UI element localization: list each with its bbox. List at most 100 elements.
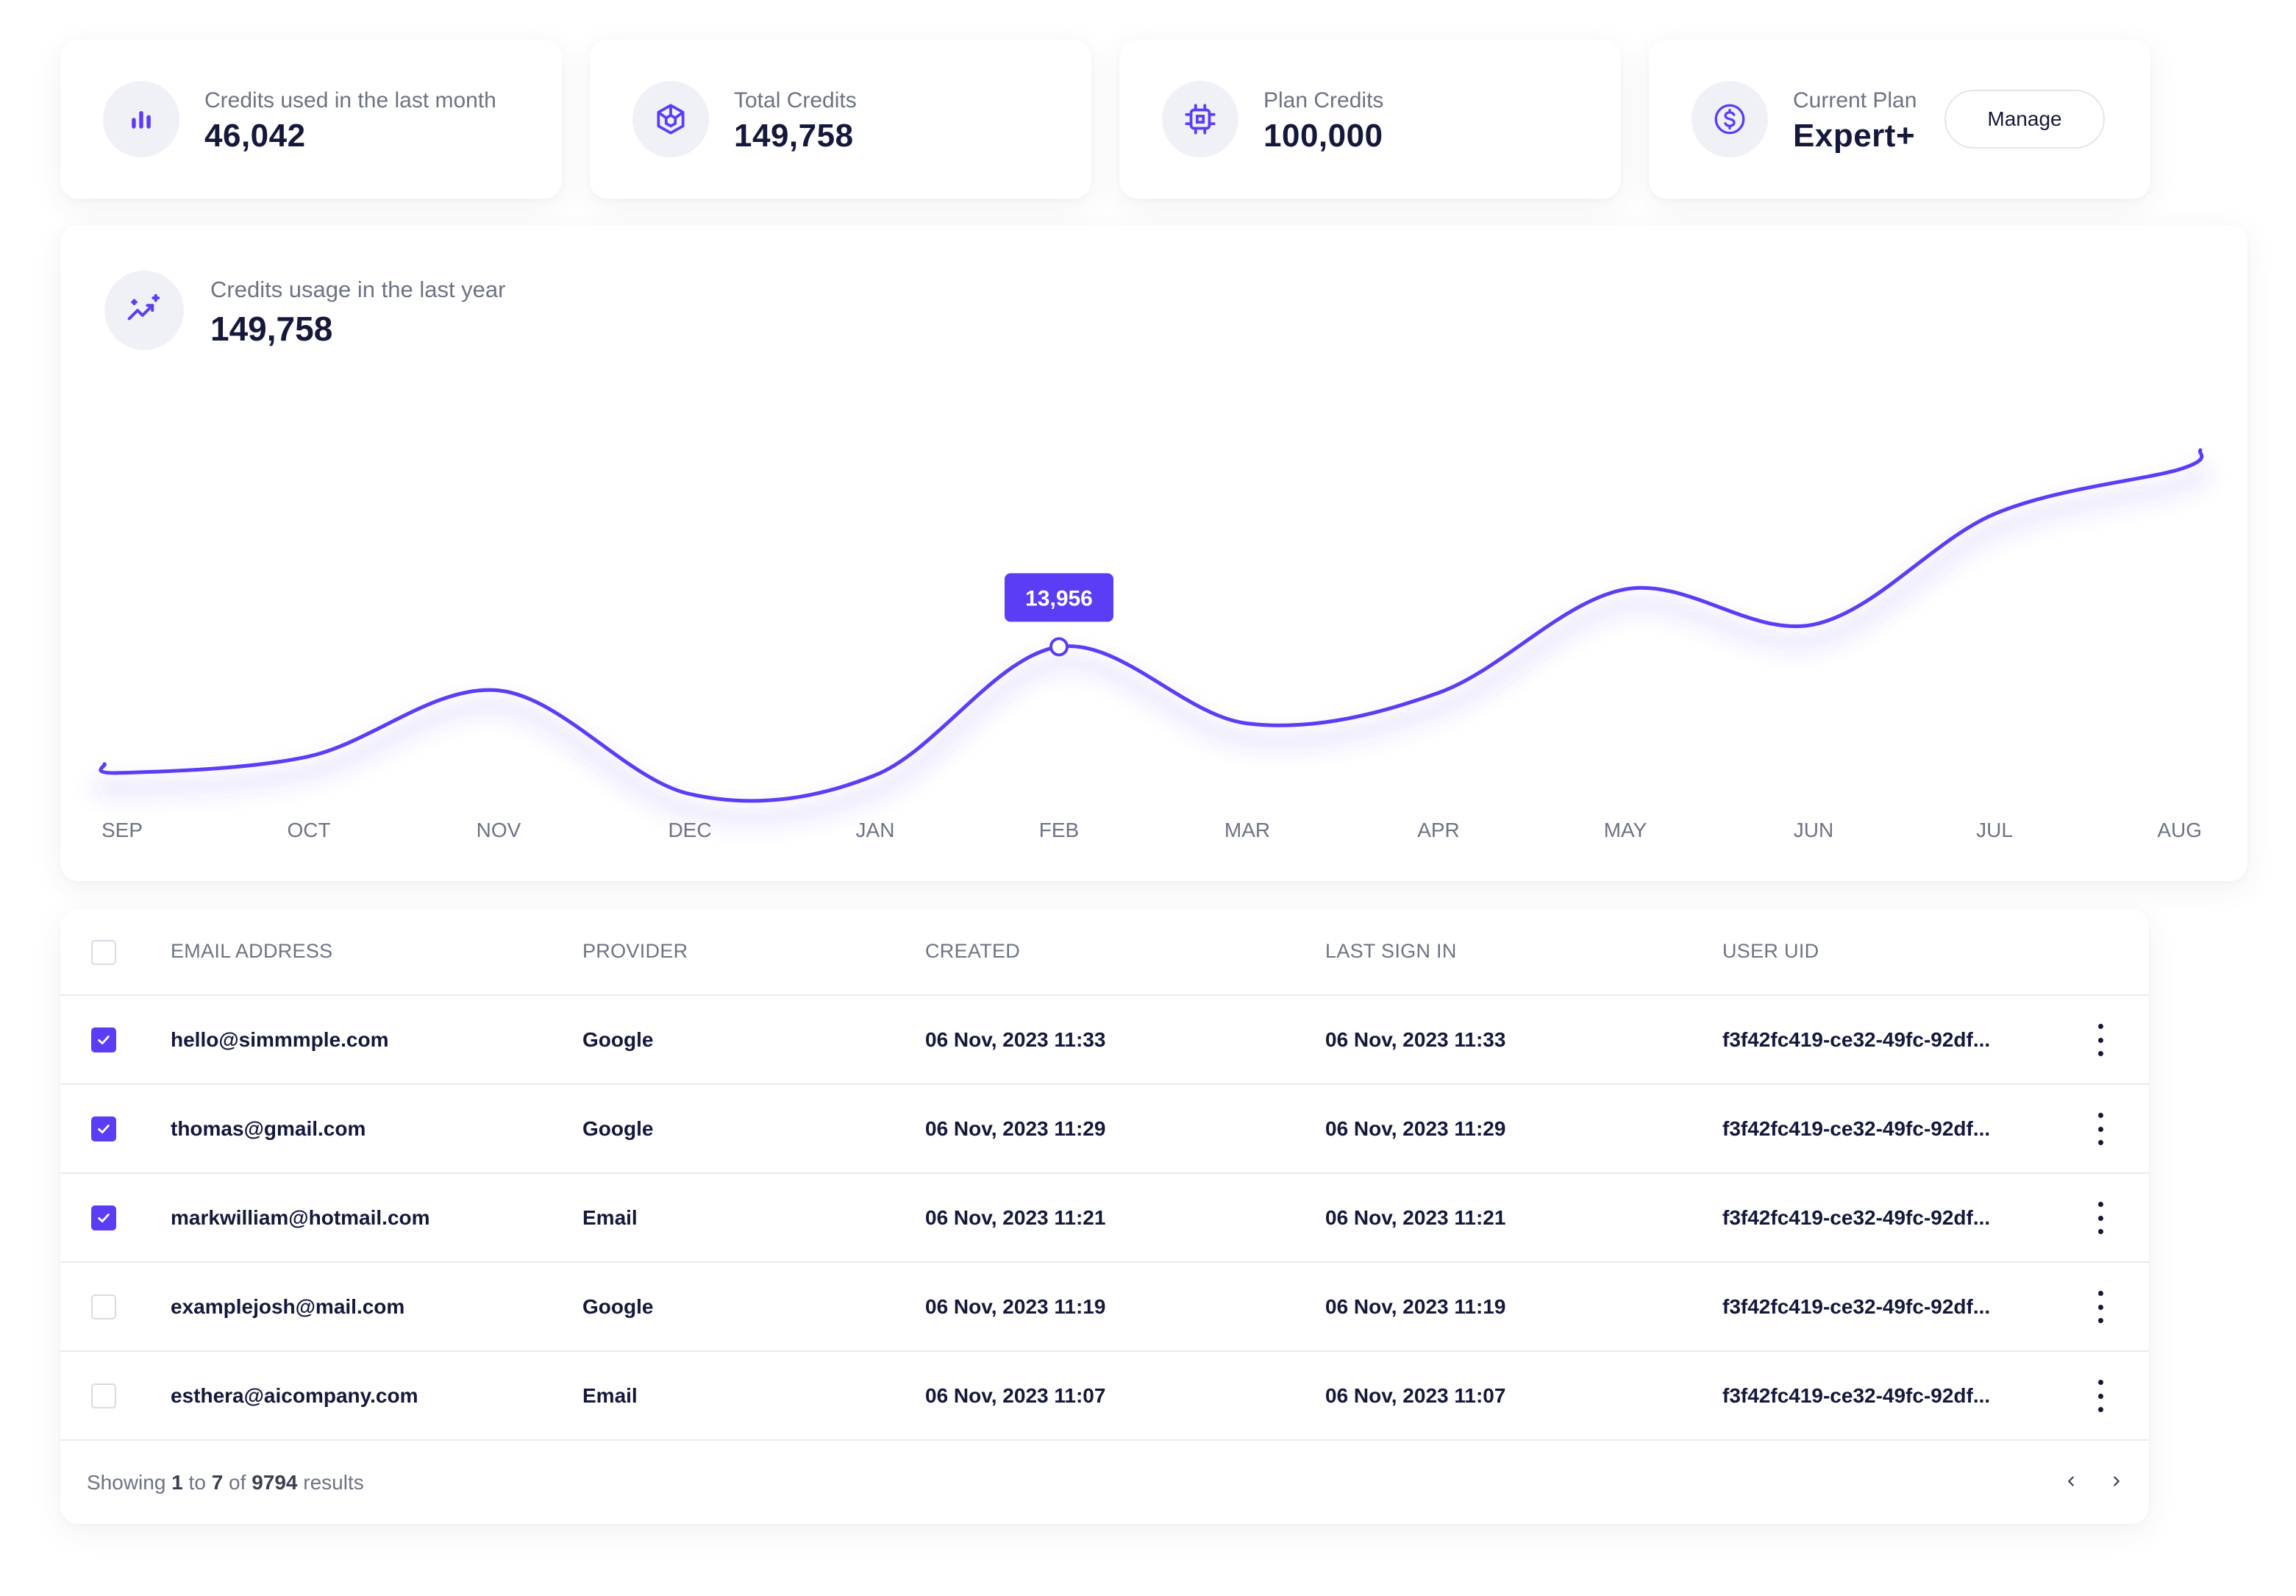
check-icon [98, 1125, 110, 1133]
row-checkbox[interactable] [91, 1027, 116, 1052]
usage-line-chart: SEP OCT NOV DEC JAN FEB MAR APR MAY JUN JUL AUG 13,9… [93, 448, 2208, 841]
select-all-checkbox[interactable] [91, 940, 116, 965]
x-tick-label: APR [1417, 819, 1460, 841]
cell-created: 06 Nov, 2023 11:29 [925, 1117, 1106, 1140]
next-page-button[interactable] [2102, 1467, 2131, 1496]
cell-created: 06 Nov, 2023 11:19 [925, 1295, 1106, 1318]
table-row[interactable]: examplejosh@mail.com Google 06 Nov, 2023 1… [60, 1263, 2149, 1352]
column-header-last-sign-in[interactable]: LAST SIGN IN [1325, 940, 1457, 962]
cell-provider: Email [582, 1206, 638, 1229]
row-actions-menu-icon[interactable] [2093, 1202, 2108, 1234]
x-tick-label: MAY [1604, 819, 1647, 841]
x-tick-label: AUG [2157, 819, 2202, 841]
data-point-dec[interactable] [680, 784, 700, 805]
x-tick-label: MAR [1224, 819, 1270, 841]
column-header-user-uid[interactable]: USER UID [1722, 940, 1819, 962]
data-point-jul[interactable] [1984, 504, 2005, 524]
row-checkbox[interactable] [91, 1205, 116, 1230]
x-tick-label: NOV [477, 819, 521, 841]
table-row[interactable]: hello@simmmple.com Google 06 Nov, 2023 11:… [60, 996, 2149, 1085]
stat-label: Credits used in the last month [204, 88, 496, 113]
row-actions-menu-icon[interactable] [2093, 1291, 2108, 1323]
cell-last-sign-in: 06 Nov, 2023 11:29 [1325, 1117, 1506, 1140]
table-row[interactable]: markwilliam@hotmail.com Email 06 Nov, 2023… [60, 1174, 2149, 1263]
data-point-mar[interactable] [1237, 713, 1258, 734]
bar-chart-icon [103, 81, 179, 157]
chart-label: Credits usage in the last year [210, 277, 506, 302]
cell-provider: Google [582, 1028, 654, 1051]
table-footer: Showing 1 to 7 of 9794 results [60, 1442, 2149, 1524]
data-point-sep[interactable] [110, 763, 131, 783]
x-tick-label: FEB [1039, 819, 1079, 841]
cell-last-sign-in: 06 Nov, 2023 11:19 [1325, 1295, 1506, 1318]
cell-email: examplejosh@mail.com [171, 1295, 405, 1318]
x-tick-label: DEC [668, 819, 711, 841]
row-checkbox[interactable] [91, 1116, 116, 1141]
cell-created: 06 Nov, 2023 11:21 [925, 1206, 1106, 1229]
series-line [99, 448, 2204, 803]
stat-value: 100,000 [1263, 118, 1383, 154]
table-header: EMAIL ADDRESS PROVIDER CREATED LAST SIGN… [60, 909, 2149, 996]
stat-card-plan-credits: Plan Credits 100,000 [1119, 40, 1621, 199]
check-icon [98, 1036, 110, 1044]
tooltip-box [1005, 573, 1113, 622]
dollar-icon [1691, 81, 1768, 157]
cell-created: 06 Nov, 2023 11:33 [925, 1028, 1106, 1051]
cell-user-uid: f3f42fc419-ce32-49fc-92df... [1722, 1117, 1991, 1140]
stat-value: 46,042 [204, 118, 306, 154]
stat-value: Expert+ [1793, 118, 1916, 154]
previous-page-button[interactable] [2056, 1467, 2086, 1496]
data-point-jun[interactable] [1803, 614, 1824, 635]
column-header-provider[interactable]: PROVIDER [582, 940, 688, 962]
stat-label: Plan Credits [1263, 88, 1384, 113]
row-actions-menu-icon[interactable] [2093, 1380, 2108, 1412]
stat-label: Current Plan [1793, 88, 1917, 113]
row-checkbox[interactable] [91, 1294, 116, 1319]
manage-plan-button[interactable]: Manage [1944, 90, 2105, 149]
chevron-left-icon [2068, 1476, 2074, 1486]
tooltip-value: 13,956 [1025, 586, 1093, 610]
row-checkbox[interactable] [91, 1383, 116, 1408]
data-point-apr[interactable] [1428, 683, 1449, 703]
x-tick-label: OCT [287, 819, 330, 841]
users-table-card: EMAIL ADDRESS PROVIDER CREATED LAST SIGN… [60, 909, 2149, 1524]
stat-label: Total Credits [734, 88, 857, 113]
cell-user-uid: f3f42fc419-ce32-49fc-92df... [1722, 1028, 1991, 1051]
stat-card-current-plan: Current Plan Expert+ Manage [1649, 40, 2150, 199]
cell-email: esthera@aicompany.com [171, 1384, 418, 1407]
data-point-aug[interactable] [2170, 459, 2190, 480]
x-tick-label: JUL [1976, 819, 2013, 841]
table-row[interactable]: esthera@aicompany.com Email 06 Nov, 2023 1… [60, 1352, 2149, 1441]
row-actions-menu-icon[interactable] [2093, 1113, 2108, 1145]
x-tick-label: JAN [856, 819, 895, 841]
cell-provider: Google [582, 1117, 654, 1140]
chevron-right-icon [2114, 1476, 2119, 1486]
column-header-created[interactable]: CREATED [925, 940, 1021, 962]
cell-email: thomas@gmail.com [171, 1117, 366, 1140]
x-tick-label: JUN [1794, 819, 1833, 841]
trend-sparkle-icon [104, 271, 184, 350]
table-row[interactable]: thomas@gmail.com Google 06 Nov, 2023 11:29… [60, 1085, 2149, 1174]
cell-email: hello@simmmple.com [171, 1028, 389, 1051]
cell-user-uid: f3f42fc419-ce32-49fc-92df... [1722, 1206, 1991, 1229]
data-point-nov[interactable] [488, 680, 509, 701]
cell-last-sign-in: 06 Nov, 2023 11:07 [1325, 1384, 1506, 1407]
cell-user-uid: f3f42fc419-ce32-49fc-92df... [1722, 1384, 1991, 1407]
column-header-email[interactable]: EMAIL ADDRESS [171, 940, 333, 962]
cell-user-uid: f3f42fc419-ce32-49fc-92df... [1722, 1295, 1991, 1318]
chart-total-value: 149,758 [210, 310, 333, 348]
cell-last-sign-in: 06 Nov, 2023 11:21 [1325, 1206, 1506, 1229]
stat-value: 149,758 [734, 118, 854, 154]
x-tick-label: SEP [101, 819, 143, 841]
data-point-jan[interactable] [865, 765, 885, 785]
highlighted-point-marker[interactable] [1049, 637, 1069, 657]
data-point-oct[interactable] [299, 746, 319, 766]
stat-card-total-credits: Total Credits 149,758 [590, 40, 1091, 199]
data-point-may[interactable] [1615, 579, 1636, 599]
credits-usage-chart-card: Credits usage in the last year 149,758 S… [60, 225, 2247, 881]
cube-icon [632, 81, 709, 157]
cell-created: 06 Nov, 2023 11:07 [925, 1384, 1106, 1407]
series-line-shadow [93, 460, 2208, 824]
row-actions-menu-icon[interactable] [2093, 1024, 2108, 1056]
cell-provider: Google [582, 1295, 654, 1318]
